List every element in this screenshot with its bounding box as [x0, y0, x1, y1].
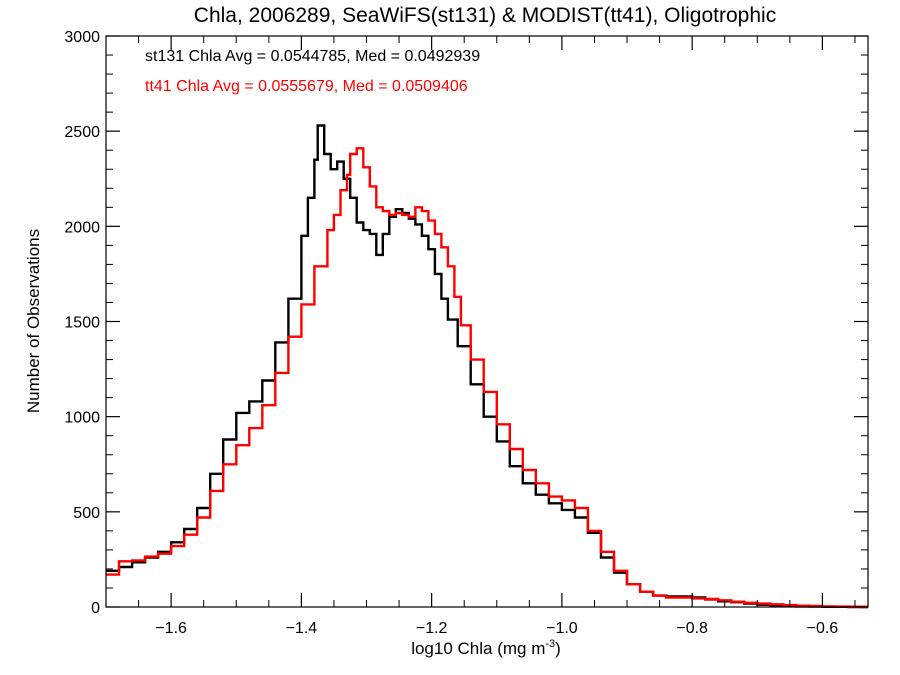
y-tick-label: 500	[73, 505, 100, 522]
tt41-stats-annotation: tt41 Chla Avg = 0.0555679, Med = 0.05094…	[145, 78, 468, 95]
series-st131-line	[106, 124, 868, 609]
x-tick-label: −1.4	[286, 620, 318, 637]
y-tick-label: 1500	[64, 315, 100, 332]
series-tt41-line	[106, 147, 868, 609]
x-axis-label: log10 Chla (mg m-3)	[411, 638, 561, 658]
x-tick-label: −1.6	[155, 620, 187, 637]
x-tick-label: −1.0	[546, 620, 578, 637]
x-axis-label-superscript: -3	[545, 638, 555, 650]
y-axis-label: Number of Observations	[24, 229, 43, 413]
plot-frame	[105, 35, 869, 608]
y-tick-label: 2500	[64, 124, 100, 141]
x-axis-label-close: )	[555, 639, 561, 658]
axes-layer: 0 500 1000 1500 2000 2500 3000 −1.6 −1.4 −1.2 −1.0…	[64, 29, 869, 637]
chart-title: Chla, 2006289, SeaWiFS(st131) & MODIST(t…	[194, 4, 776, 27]
st131-stats-annotation: st131 Chla Avg = 0.0544785, Med = 0.0492…	[145, 48, 480, 65]
series-layer	[106, 124, 868, 609]
x-tick-label: −1.2	[416, 620, 448, 637]
x-axis-label-main: log10 Chla (mg m	[411, 639, 545, 658]
y-tick-label: 2000	[64, 219, 100, 236]
x-tick-label: −0.8	[676, 620, 708, 637]
y-tick-label: 0	[91, 600, 100, 617]
x-tick-label: −0.6	[807, 620, 839, 637]
y-tick-label: 3000	[64, 29, 100, 46]
y-tick-label: 1000	[64, 410, 100, 427]
